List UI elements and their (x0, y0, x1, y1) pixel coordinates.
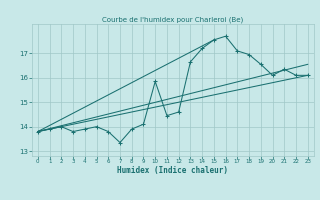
Title: Courbe de l'humidex pour Charleroi (Be): Courbe de l'humidex pour Charleroi (Be) (102, 16, 244, 23)
X-axis label: Humidex (Indice chaleur): Humidex (Indice chaleur) (117, 166, 228, 175)
